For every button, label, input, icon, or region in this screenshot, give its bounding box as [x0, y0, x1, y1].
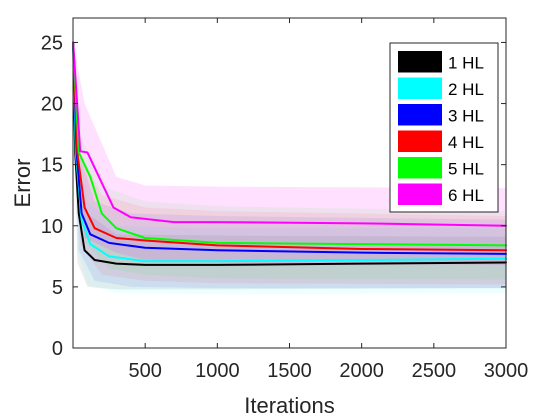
y-tick-label: 0	[52, 338, 63, 360]
legend-swatch	[398, 130, 442, 152]
x-tick-label: 500	[128, 360, 161, 382]
series-line-6-hl	[72, 41, 507, 227]
legend-entry-label: 3 HL	[448, 106, 484, 125]
band-5-hl	[73, 42, 506, 280]
legend-swatch	[398, 104, 442, 126]
y-tick-label: 25	[41, 32, 63, 54]
x-tick-label: 1500	[267, 360, 312, 382]
legend-swatch	[398, 51, 442, 73]
y-tick-label: 20	[41, 94, 63, 116]
legend-entry-label: 6 HL	[448, 186, 484, 205]
x-tick-label: 2500	[412, 360, 457, 382]
series-line-5-hl	[72, 41, 507, 247]
y-tick-label: 15	[41, 155, 63, 177]
legend-entry-label: 4 HL	[448, 133, 484, 152]
legend-swatch	[398, 157, 442, 179]
legend-entry-label: 5 HL	[448, 159, 484, 178]
band-2-hl	[73, 42, 506, 295]
legend-swatch	[398, 77, 442, 99]
series-lines	[72, 41, 507, 266]
series-line-1-hl	[72, 41, 507, 266]
legend: 1 HL 2 HL 3 HL 4 HL 5 HL 6 HL	[389, 42, 499, 213]
band-3-hl	[73, 42, 506, 289]
series-line-4-hl	[72, 41, 507, 252]
x-tick-label: 3000	[484, 360, 529, 382]
series-line-3-hl	[72, 41, 507, 255]
y-axis-label: Error	[10, 159, 35, 208]
y-tick-label: 10	[41, 216, 63, 238]
y-axis-ticks: 0 5 10 15 20 25	[41, 32, 506, 360]
x-axis-label: Iterations	[244, 393, 335, 418]
x-tick-label: 2000	[339, 360, 384, 382]
x-axis-ticks: 500 1000 1500 2000 2500 3000	[128, 18, 528, 382]
legend-entry-label: 1 HL	[448, 53, 484, 72]
x-tick-label: 1000	[195, 360, 240, 382]
y-tick-label: 5	[52, 277, 63, 299]
legend-swatch	[398, 183, 442, 205]
legend-entry-label: 2 HL	[448, 80, 484, 99]
